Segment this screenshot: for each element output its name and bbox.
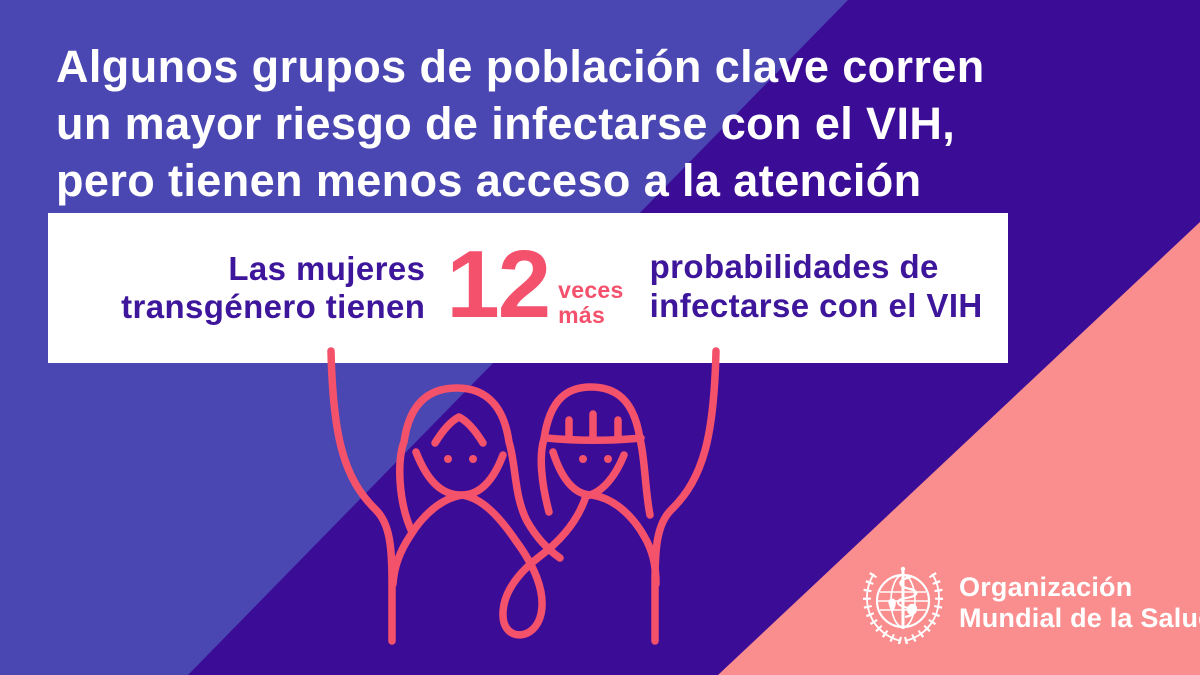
stat-unit-text: veces más (558, 278, 623, 328)
right-figure-cheek-strand (549, 448, 660, 588)
left-figure-hair (396, 384, 564, 562)
who-logo-line-1: Organización (959, 572, 1133, 602)
headline-line-1: Algunos grupos de población clave corren (56, 41, 985, 92)
left-figure-eye (469, 455, 477, 463)
who-logo-text: Organización Mundial de la Salud (959, 572, 1200, 634)
connecting-strand-loop (412, 448, 628, 639)
stat-card: Las mujeres transgénero tienen 12 veces … (48, 213, 1008, 363)
right-figure-hair (537, 383, 654, 519)
stat-prefix-text: Las mujeres transgénero tienen (73, 250, 425, 326)
stat-unit-line-2: más (558, 302, 606, 328)
left-figure-eye (444, 455, 452, 463)
right-figure-eye (604, 455, 612, 463)
right-figure-eye (579, 455, 587, 463)
left-figure-cheek-strand (389, 451, 507, 588)
stat-prefix-line-1: Las mujeres (228, 250, 426, 287)
stat-number: 12 (446, 231, 551, 338)
stat-suffix-line-1: probabilidades de (649, 248, 939, 285)
who-emblem-icon (862, 566, 944, 644)
stat-prefix-line-2: transgénero tienen (121, 288, 426, 325)
headline-line-2: un mayor riesgo de infectarse con el VIH… (56, 98, 956, 149)
who-logo: Organización Mundial de la Salud (860, 562, 1200, 644)
headline-line-3: pero tienen menos acceso a la atención (56, 155, 922, 206)
headline: Algunos grupos de población clave corren… (56, 38, 985, 209)
right-figure-arm (651, 347, 720, 645)
left-figure-bangs (431, 413, 487, 447)
who-logo-line-2: Mundial de la Salud (959, 603, 1200, 633)
stat-suffix-text: probabilidades de infectarse con el VIH (650, 247, 983, 325)
left-figure-arm (327, 347, 396, 645)
stat-suffix-line-2: infectarse con el VIH (649, 287, 983, 324)
stat-unit-line-1: veces (558, 277, 624, 303)
